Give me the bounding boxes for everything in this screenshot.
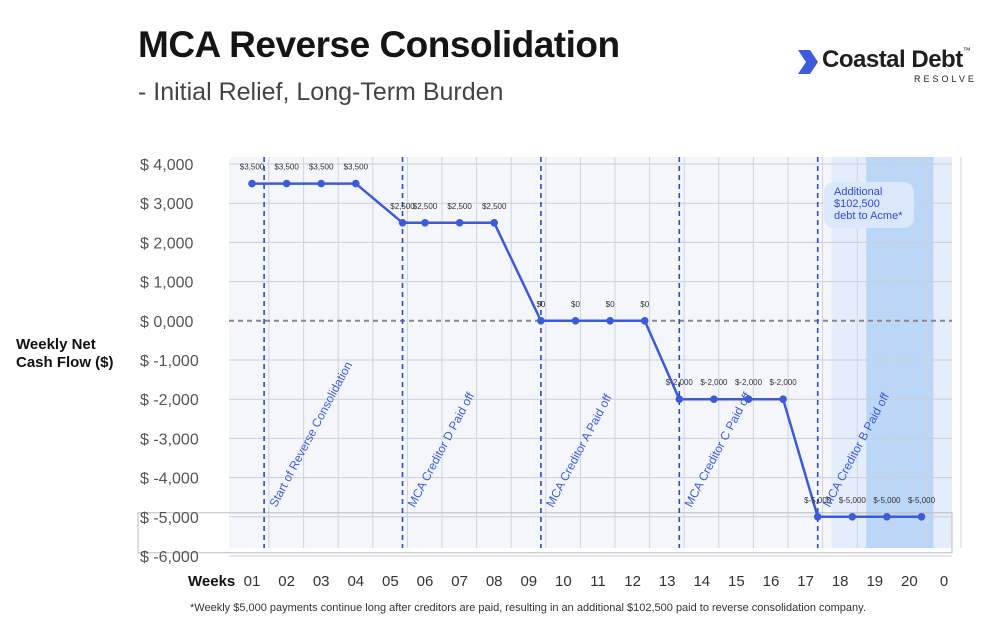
data-label: $2,500 bbox=[447, 202, 472, 211]
series-line bbox=[252, 182, 922, 519]
annotation-bubble bbox=[824, 182, 914, 228]
data-point bbox=[883, 513, 891, 521]
x-tick-label: 09 bbox=[520, 573, 537, 590]
y-tick-label: $ -1,000 bbox=[140, 353, 199, 370]
data-point bbox=[848, 513, 857, 521]
x-tick-label: 04 bbox=[347, 573, 364, 590]
data-label: $-2,000 bbox=[735, 378, 763, 387]
data-label: $0 bbox=[640, 300, 649, 309]
annotation-text: $102,500 bbox=[834, 198, 880, 210]
x-tick-label: 19 bbox=[866, 573, 883, 590]
x-tick-label: 08 bbox=[486, 573, 503, 590]
data-point bbox=[917, 513, 926, 521]
y-tick-label: $ 1,000 bbox=[140, 275, 193, 292]
data-label: $3,500 bbox=[240, 163, 265, 172]
data-label: $3,500 bbox=[309, 163, 334, 172]
x-tick-label: 03 bbox=[313, 573, 330, 590]
data-label: $2,500 bbox=[413, 202, 438, 211]
x-tick-label: 11 bbox=[590, 573, 606, 590]
data-point bbox=[744, 395, 753, 404]
x-axis-label: Weeks bbox=[188, 573, 235, 590]
x-tick-label: 0 bbox=[940, 573, 948, 590]
x-tick-label: 13 bbox=[659, 573, 676, 590]
y-tick-label: $ 3,000 bbox=[140, 196, 193, 213]
x-tick-label: 16 bbox=[763, 573, 780, 590]
x-tick-label: 02 bbox=[278, 573, 295, 590]
y-tick-label: $ -3,000 bbox=[140, 431, 199, 448]
y-tick-label: $ 2,000 bbox=[140, 235, 193, 252]
x-tick-label: 17 bbox=[797, 573, 814, 590]
data-point bbox=[455, 219, 464, 227]
logo-chevron-icon bbox=[798, 50, 818, 74]
data-label: $-2,000 bbox=[770, 378, 798, 387]
data-label: $-5,000 bbox=[908, 496, 936, 505]
logo-name: Coastal Debt bbox=[822, 46, 963, 73]
emphasis-box bbox=[137, 512, 953, 554]
data-point bbox=[398, 219, 407, 227]
y-axis-label: Weekly Net Cash Flow ($) bbox=[16, 336, 114, 371]
logo-tm: ™ bbox=[962, 46, 971, 55]
data-point bbox=[352, 179, 360, 188]
data-point bbox=[779, 395, 787, 404]
data-point bbox=[606, 317, 614, 325]
data-label: $-5,000 bbox=[839, 496, 867, 505]
brand-logo: Coastal Debt™ RESOLVE bbox=[796, 46, 986, 86]
data-point bbox=[317, 179, 326, 188]
data-label: $0 bbox=[606, 300, 615, 309]
y-tick-label: $ -4,000 bbox=[140, 471, 199, 488]
x-tick-label: 15 bbox=[728, 573, 745, 590]
data-point bbox=[710, 395, 718, 404]
y-tick-label: $ -2,000 bbox=[140, 392, 199, 409]
y-tick-label: $ -5,000 bbox=[140, 510, 199, 527]
data-point bbox=[640, 317, 649, 325]
x-tick-label: 14 bbox=[693, 573, 710, 590]
footnote: *Weekly $5,000 payments continue long af… bbox=[190, 602, 866, 614]
data-point bbox=[248, 179, 256, 188]
x-tick-label: 06 bbox=[417, 573, 434, 590]
x-tick-label: 18 bbox=[832, 573, 849, 590]
data-label: $-2,000 bbox=[700, 378, 728, 387]
data-point bbox=[571, 317, 580, 325]
annotation-text: debt to Acme* bbox=[834, 210, 903, 222]
data-point bbox=[675, 395, 684, 404]
data-label: $-2,000 bbox=[666, 378, 694, 387]
data-label: $3,500 bbox=[344, 163, 369, 172]
data-label: $0 bbox=[536, 300, 545, 309]
y-tick-label: $ 4,000 bbox=[140, 157, 193, 174]
data-label: $3,500 bbox=[274, 163, 299, 172]
x-tick-label: 01 bbox=[244, 573, 261, 590]
data-point bbox=[813, 513, 822, 521]
x-tick-label: 10 bbox=[555, 573, 572, 590]
x-tick-label: 12 bbox=[624, 573, 641, 590]
logo-subtext: RESOLVE bbox=[914, 74, 977, 84]
data-label: $0 bbox=[571, 300, 580, 309]
x-tick-label: 07 bbox=[451, 573, 468, 590]
data-point bbox=[537, 317, 545, 325]
x-tick-label: 20 bbox=[901, 573, 918, 590]
data-point bbox=[490, 219, 499, 227]
data-label: $-5,000 bbox=[804, 496, 832, 505]
annotation-text: Additional bbox=[834, 186, 882, 198]
data-point bbox=[421, 219, 429, 227]
data-point bbox=[282, 179, 291, 188]
y-tick-label: $ 0,000 bbox=[140, 314, 193, 331]
data-label: $-5,000 bbox=[873, 496, 901, 505]
x-tick-label: 05 bbox=[382, 573, 399, 590]
data-label: $2,500 bbox=[482, 202, 507, 211]
chart-title: MCA Reverse Consolidation bbox=[138, 24, 620, 65]
data-label: $2,500 bbox=[390, 202, 415, 211]
chart-subtitle: - Initial Relief, Long-Term Burden bbox=[138, 78, 504, 106]
y-tick-label: $ -6,000 bbox=[140, 549, 199, 566]
